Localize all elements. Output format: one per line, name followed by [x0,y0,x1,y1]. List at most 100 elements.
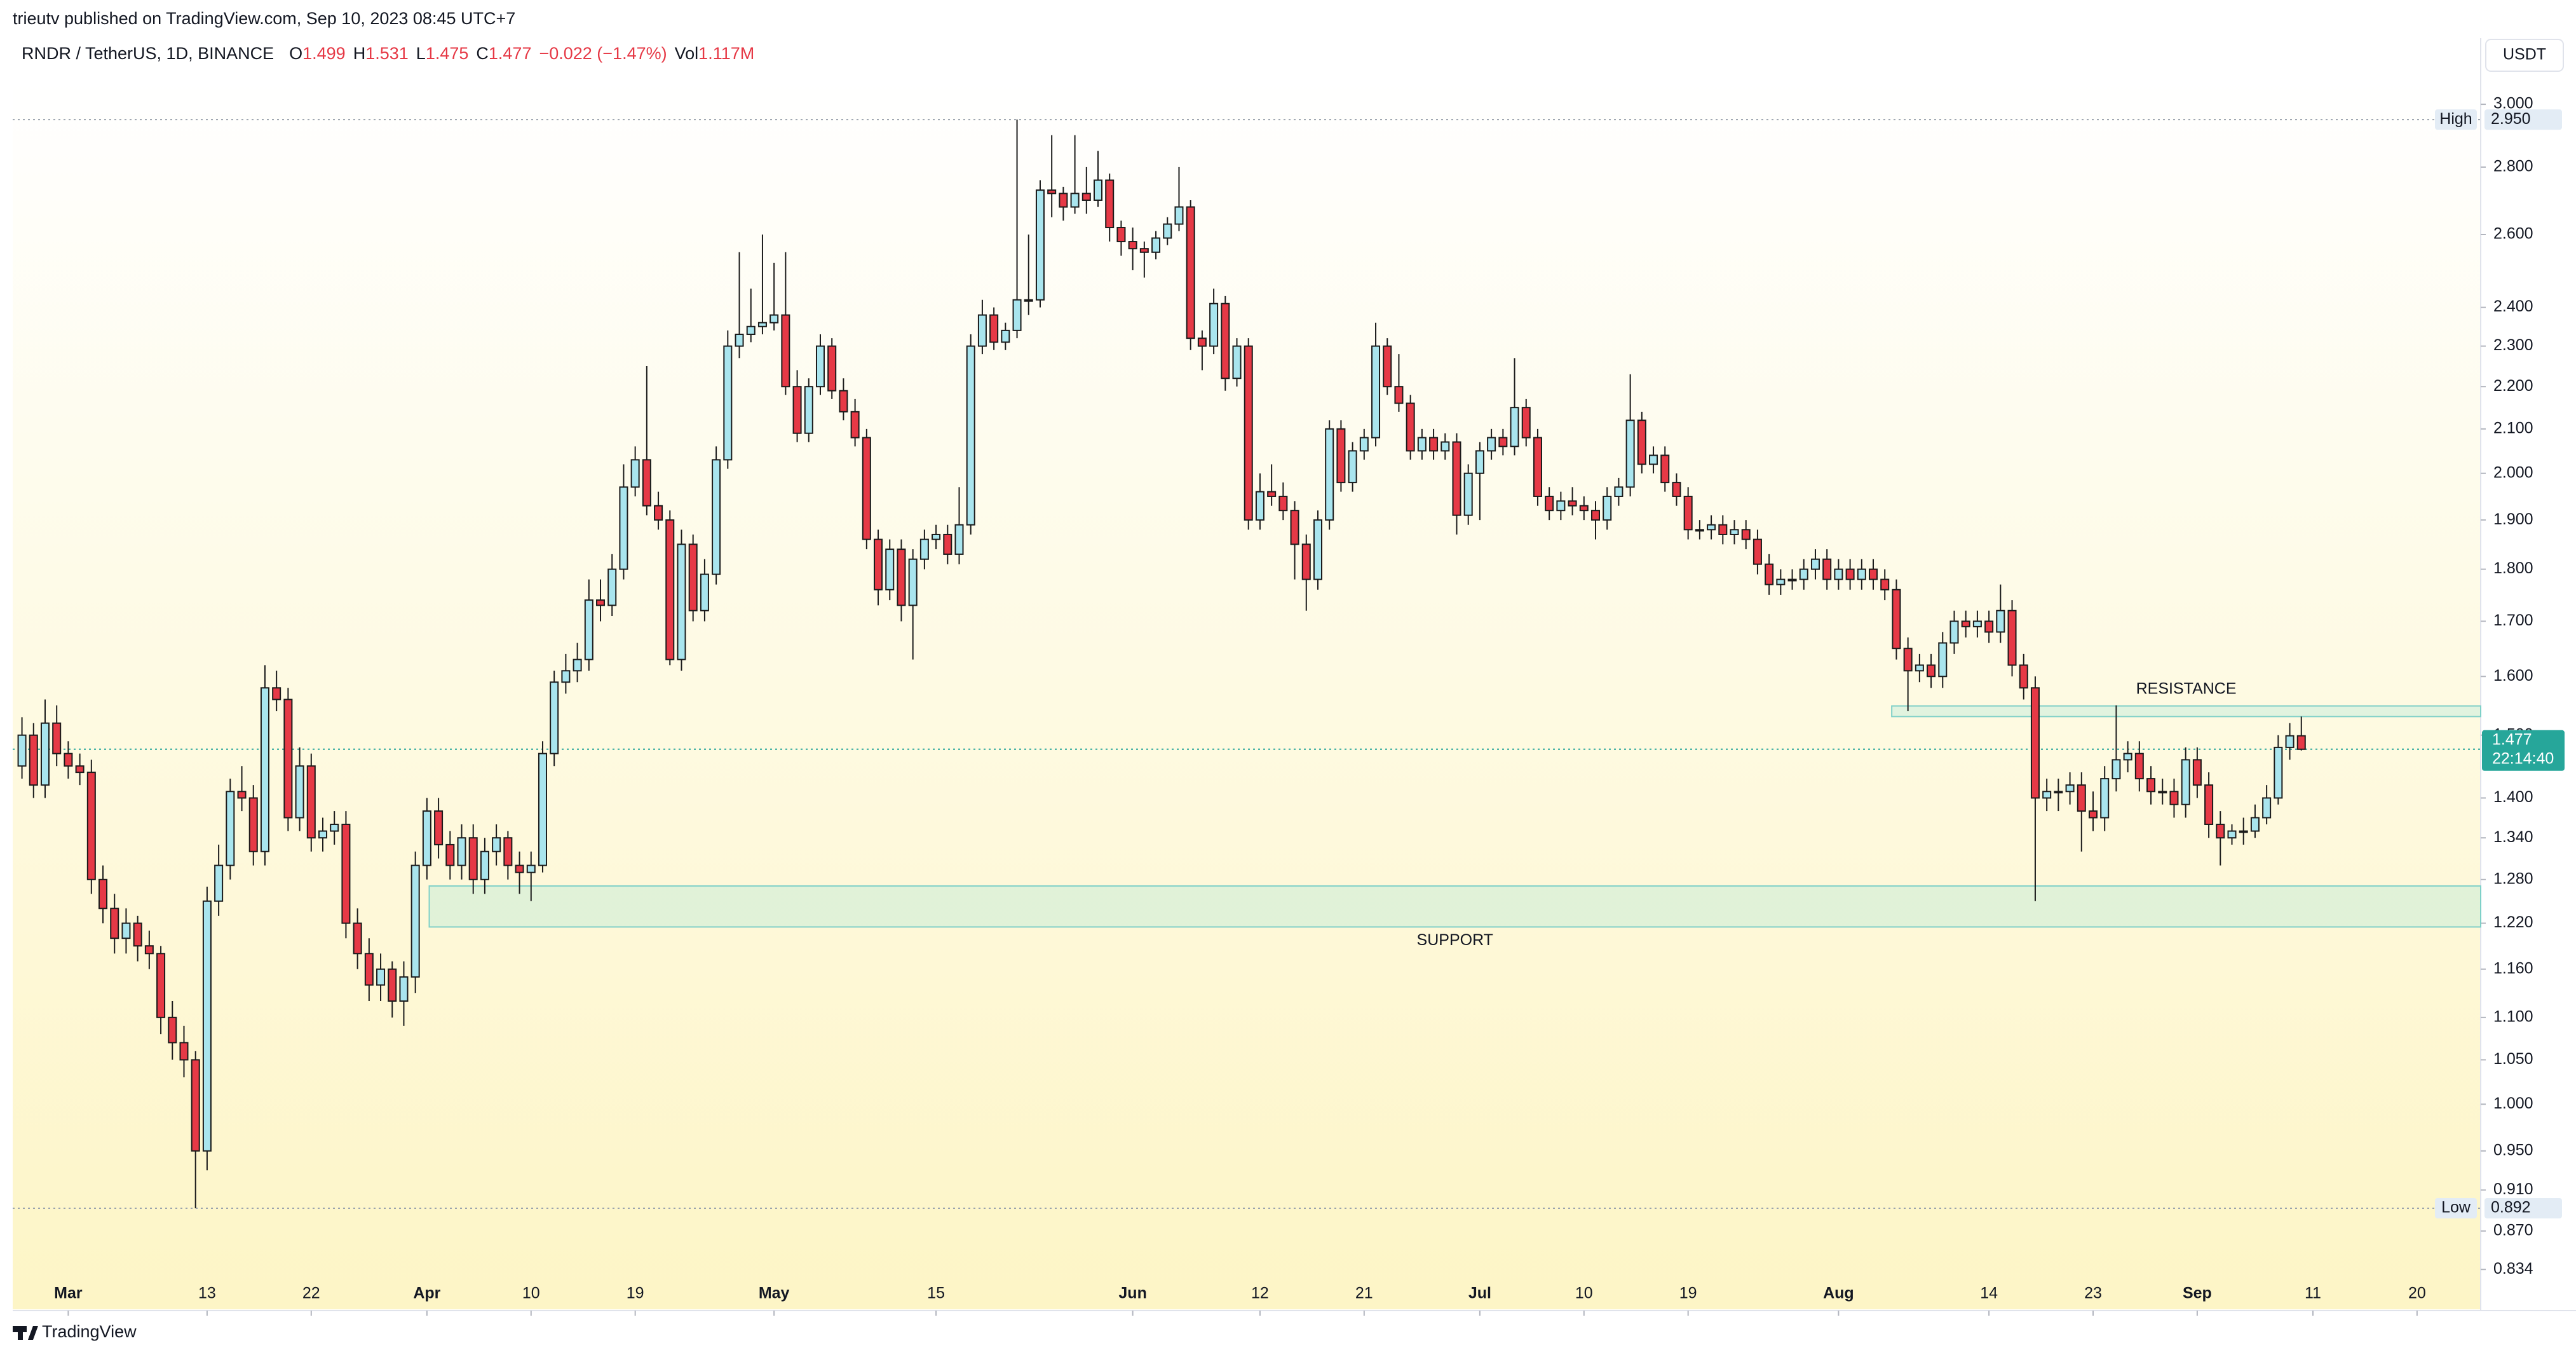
legend-change: −0.022 (−1.47%) [539,44,667,63]
candle-body [2239,830,2248,833]
y-tick-label: 0.870 [2493,1221,2533,1239]
marker-value: 0.892 [2491,1199,2531,1217]
x-tick-label: 14 [1980,1285,1998,1302]
y-tick-label: 0.834 [2493,1260,2533,1278]
legend-key: O [289,44,302,63]
x-tick-label: Apr [413,1285,440,1302]
candle-body [573,658,582,672]
candle-body [932,533,941,540]
candle-body [156,953,166,1018]
candle-body [2227,830,2237,839]
logo-mark [18,1326,23,1340]
zone-label: SUPPORT [1417,931,1493,949]
candle-body [353,922,362,955]
symbol-legend: RNDR / TetherUS, 1D, BINANCE O1.499 H1.531… [22,44,754,63]
candle-body [757,322,767,327]
candle-body [1035,189,1045,301]
legend-value: 1.477 [489,44,532,63]
y-tick-label: 1.340 [2493,828,2533,846]
candle-body [295,765,304,819]
candle-body [723,345,733,461]
candle-body [1012,299,1022,331]
x-tick-label: 12 [1251,1285,1269,1302]
x-tick-label: 10 [522,1285,540,1302]
candle-body [1603,495,1612,521]
candle-body [919,538,929,560]
candle-body [2054,791,2063,794]
y-tick-label: 1.160 [2493,959,2533,977]
candle-body [144,945,154,955]
candle-body [1857,568,1866,580]
candle-body [885,549,895,590]
last-price-countdown: 22:14:40 [2492,749,2554,767]
candle-body [1533,437,1542,497]
currency-button[interactable] [2485,39,2564,72]
candle-body [1996,610,2005,633]
candle-body [40,722,50,786]
candle-body [2007,610,2017,666]
candle-body [954,524,964,555]
footer-logo: TradingView [13,1322,137,1341]
candle-body [75,765,85,774]
candle-body [480,850,489,880]
candle-body [2134,753,2144,780]
y-tick-label: 1.220 [2493,913,2533,931]
legend-key: L [416,44,426,63]
candle-body [1047,189,1057,194]
candle-body [908,558,918,606]
candle-body [815,345,825,388]
legend-value: 1.499 [302,44,346,63]
marker-label-bg [2435,1197,2477,1218]
candle-body [191,1059,200,1152]
candle-body [1151,237,1161,253]
candle-body [1938,642,1948,678]
y-tick-label: 0.910 [2493,1180,2533,1198]
y-tick-label: 2.400 [2493,297,2533,315]
candle-body [1417,437,1427,452]
candle-body [457,837,466,866]
marker-value-bg [2484,109,2562,130]
candle-body [2146,778,2156,793]
candle-body [874,538,883,590]
candle-body [330,823,339,832]
x-tick-label: Aug [1823,1285,1854,1302]
candle-body [1730,529,1739,535]
candle-body [341,823,351,924]
candle-body [283,699,293,819]
candle-body [897,549,906,606]
marker-label: Low [2441,1199,2471,1217]
candle-body [2065,784,2075,793]
candle-body [1267,491,1277,497]
legend-key: H [353,44,366,63]
currency-label[interactable]: USDT [2503,46,2546,64]
candle-body [1070,193,1080,208]
x-tick-label: 10 [1575,1285,1593,1302]
y-tick-label: 0.950 [2493,1141,2533,1159]
zone-label: RESISTANCE [2136,679,2237,697]
candle-body [133,922,142,947]
candle-body [2042,791,2052,799]
candle-body [1845,568,1855,580]
y-tick-label: 1.280 [2493,869,2533,887]
candle-body [515,864,524,873]
candle-body [306,765,316,839]
candle-body [550,681,559,754]
candle-body [2123,753,2132,761]
candle-body [1348,450,1357,484]
candle-body [1232,345,1242,379]
y-tick-label: 2.100 [2493,419,2533,437]
candle-body [1441,441,1450,452]
candle-body [1660,454,1670,484]
candle-body [526,864,536,873]
candle-body [538,753,547,866]
candle-body [677,543,686,660]
candle-body [1683,495,1693,531]
candle-body [1776,578,1786,585]
publisher-line: trieutv published on TradingView.com, Se… [13,9,515,28]
candle-body [503,837,513,866]
candle-body [688,543,698,611]
candle-body [422,810,431,866]
candle-body [1915,664,1924,672]
candle-body [1590,510,1601,521]
candle-body [1765,563,1774,585]
